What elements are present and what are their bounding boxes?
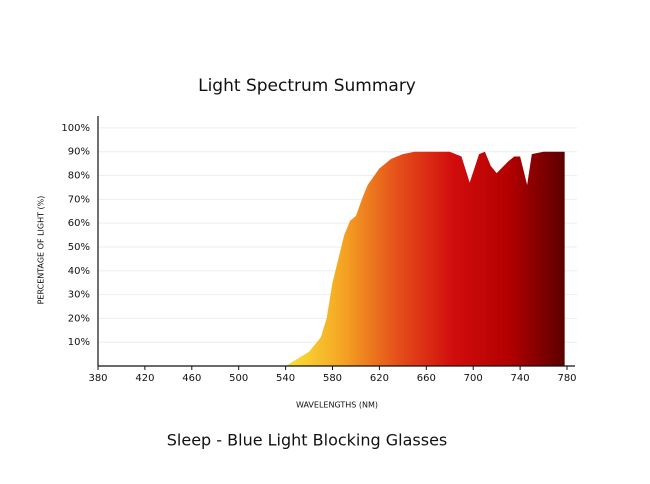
y-axis-label: PERCENTAGE OF LIGHT (%)	[37, 196, 46, 305]
area	[285, 151, 565, 366]
x-tick-label: 740	[511, 373, 530, 384]
y-tick-label: 70%	[68, 194, 90, 205]
x-tick-label: 500	[229, 373, 248, 384]
x-tick-label: 700	[464, 373, 483, 384]
y-tick-label: 90%	[68, 147, 90, 158]
x-tick-label: 660	[417, 373, 436, 384]
x-axis-label: WAVELENGTHS (NM)	[296, 401, 378, 410]
y-tick-label: 50%	[68, 242, 90, 253]
y-tick-label: 80%	[68, 171, 90, 182]
x-tick-label: 580	[323, 373, 342, 384]
x-tick-label: 540	[276, 373, 295, 384]
caption: Sleep - Blue Light Blocking Glasses	[167, 431, 448, 450]
x-tick-label: 620	[370, 373, 389, 384]
y-tick-label: 60%	[68, 218, 90, 229]
chart-title: Light Spectrum Summary	[198, 76, 416, 96]
y-tick-label: 100%	[61, 123, 90, 134]
x-tick-label: 380	[88, 373, 107, 384]
y-tick-label: 30%	[68, 290, 90, 301]
y-tick-label: 20%	[68, 313, 90, 324]
y-tick-label: 40%	[68, 266, 90, 277]
y-tick-label: 10%	[68, 337, 90, 348]
x-tick-label: 780	[557, 373, 576, 384]
x-tick-label: 420	[135, 373, 154, 384]
x-tick-label: 460	[182, 373, 201, 384]
